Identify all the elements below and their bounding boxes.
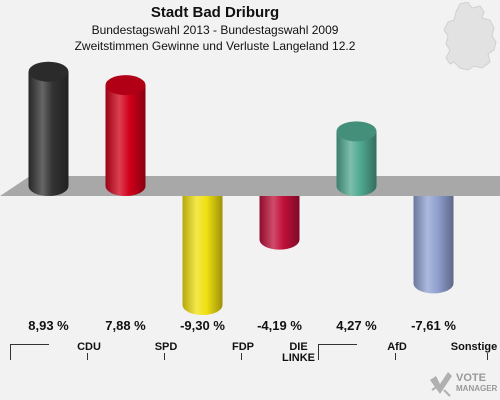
chart-header: Stadt Bad Driburg Bundestagswahl 2013 - … xyxy=(0,4,430,54)
axis-tick xyxy=(10,344,11,360)
bar-fdp xyxy=(182,176,223,316)
bar-cap xyxy=(28,61,69,82)
bar-body xyxy=(182,186,223,316)
category-axis: CDU SPD FDP DIE LINKE AfD Sonstige xyxy=(10,336,500,368)
category-label-text: AfD xyxy=(356,342,438,353)
bar-body xyxy=(336,131,377,196)
bar-chart xyxy=(0,61,500,316)
votemanager-logo: VOTE MANAGER xyxy=(428,368,500,400)
chart-title: Stadt Bad Driburg xyxy=(150,4,280,21)
category-label-text: SPD xyxy=(125,342,207,353)
category-label-text: Sonstige xyxy=(433,342,500,353)
bar-cap xyxy=(105,75,146,96)
category-label-text: CDU xyxy=(48,342,130,353)
bar-body xyxy=(413,186,454,294)
bar-cap xyxy=(336,121,377,142)
value-label: 4,27 % xyxy=(336,318,377,333)
category-label-text: FDP xyxy=(202,342,284,353)
chart-subtitle-2: Zweitstimmen Gewinne und Verluste Langel… xyxy=(74,39,356,53)
bar-body xyxy=(259,186,300,250)
bar-afd xyxy=(336,121,377,196)
value-label: -7,61 % xyxy=(411,318,456,333)
axis-tick xyxy=(318,344,319,360)
bar-body xyxy=(28,71,69,196)
category-label-text: DIE LINKE xyxy=(279,342,318,364)
bar-body xyxy=(105,85,146,196)
logo-check-icon xyxy=(430,372,452,397)
logo-text-manager: MANAGER xyxy=(456,384,498,393)
chart-subtitle-1: Bundestagswahl 2013 - Bundestagswahl 200… xyxy=(91,23,339,37)
bar-spd xyxy=(105,75,146,196)
logo-text-vote: VOTE xyxy=(456,372,486,384)
value-label: 8,93 % xyxy=(28,318,69,333)
value-label: 7,88 % xyxy=(105,318,146,333)
value-label: -9,30 % xyxy=(180,318,225,333)
value-labels: 8,93 % 7,88 % -9,30 % -4,19 % 4,27 % -7,… xyxy=(10,318,500,338)
value-label: -4,19 % xyxy=(257,318,302,333)
germany-map-icon xyxy=(443,2,497,71)
zero-baseline-band xyxy=(0,176,500,196)
bar-cdu xyxy=(28,61,69,196)
